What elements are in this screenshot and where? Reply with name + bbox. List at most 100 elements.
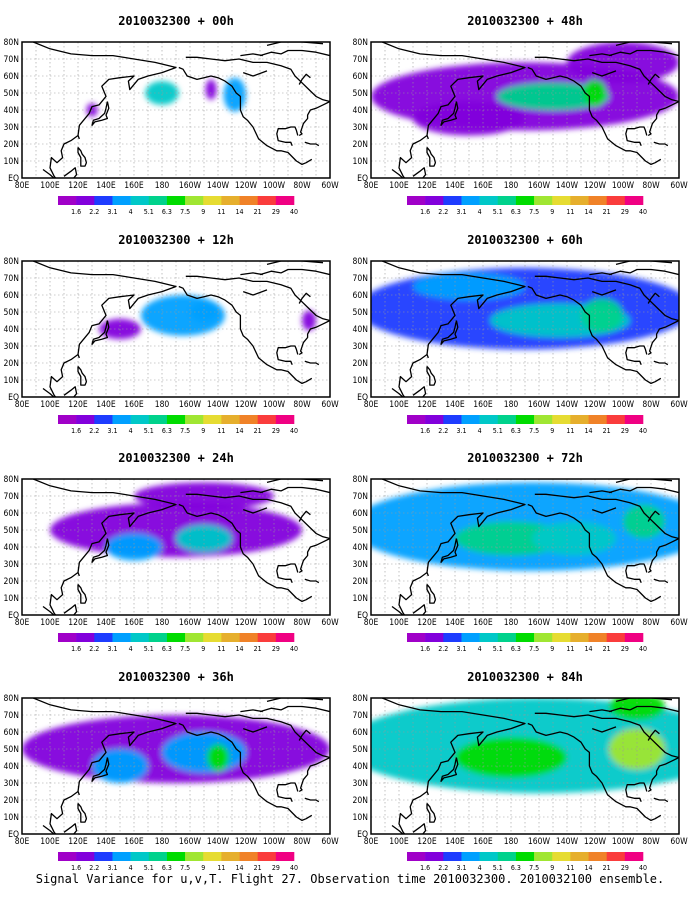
colorbar-segment: [58, 196, 77, 205]
lat-tick-label: 70N: [353, 492, 368, 502]
map-frame: [370, 41, 680, 179]
colorbar-segment: [76, 633, 95, 642]
lat-tick-label: 80N: [4, 475, 19, 485]
lon-tick-label: 160E: [124, 618, 144, 628]
colorbar-segment: [606, 852, 626, 861]
lat-tick-label: 30N: [4, 123, 19, 133]
graticule: [22, 479, 330, 615]
lon-tick-label: 120E: [417, 181, 437, 191]
variance-field: [86, 77, 246, 117]
lon-tick-label: 140W: [556, 400, 579, 410]
lat-tick-label: 20N: [353, 577, 368, 587]
colorbar-label: 5.1: [493, 427, 503, 435]
colorbar-label: 14: [585, 645, 593, 653]
lat-tick-label: 30N: [4, 342, 19, 352]
map-panel: 2010032300 + 00h 80E 100E 120E 140E 160E 180 16…: [4, 14, 340, 216]
colorbar-label: 1.6: [420, 427, 430, 435]
colorbar-segment: [497, 415, 517, 424]
colorbar-segment: [112, 633, 131, 642]
lon-tick-label: 160E: [473, 400, 493, 410]
colorbar-segment: [275, 852, 295, 861]
colorbar-segment: [239, 852, 258, 861]
colorbar-segment: [130, 415, 150, 424]
colorbar-label: 7.5: [529, 864, 539, 872]
lon-tick-label: 100W: [263, 837, 286, 847]
colorbar-segment: [203, 633, 222, 642]
colorbar-label: 1.6: [71, 864, 81, 872]
colorbar: 1.6 2.2 3.1 4 5.1 6.3 7.5 9 11 14 21 29 40: [407, 852, 647, 872]
colorbar-label: 21: [603, 645, 611, 653]
colorbar-segment: [570, 852, 589, 861]
colorbar-segment: [624, 852, 644, 861]
lat-tick-label: 20N: [4, 796, 19, 806]
coastline: [32, 42, 330, 178]
variance-contour: [532, 521, 616, 556]
colorbar-label: 7.5: [180, 427, 190, 435]
lat-tick-label: 30N: [353, 342, 368, 352]
lat-tick-label: 30N: [4, 560, 19, 570]
colorbar-segment: [552, 415, 571, 424]
colorbar-segment: [425, 196, 444, 205]
colorbar-segment: [425, 415, 444, 424]
lat-tick-label: 40N: [4, 325, 19, 335]
colorbar-label: 3.1: [456, 208, 466, 216]
variance-field: [50, 482, 302, 561]
lat-tick-label: 20N: [353, 140, 368, 150]
colorbar-segment: [239, 415, 258, 424]
colorbar-label: 14: [236, 208, 244, 216]
colorbar-segment: [461, 852, 480, 861]
colorbar-label: 2.2: [438, 208, 448, 216]
colorbar-label: 7.5: [529, 645, 539, 653]
colorbar-label: 21: [603, 208, 611, 216]
lat-tick-label: 10N: [4, 157, 19, 167]
colorbar-segment: [407, 852, 426, 861]
colorbar-segment: [570, 196, 589, 205]
colorbar-segment: [257, 852, 277, 861]
colorbar-label: 21: [254, 427, 262, 435]
lat-tick-label: 70N: [353, 55, 368, 65]
lon-tick-label: 100W: [612, 181, 635, 191]
lat-tick-label: 50N: [353, 745, 368, 755]
lon-tick-label: 180: [155, 400, 170, 410]
colorbar-label: 3.1: [456, 864, 466, 872]
colorbar-label: 11: [566, 427, 574, 435]
lon-tick-label: 100E: [40, 400, 60, 410]
colorbar: 1.6 2.2 3.1 4 5.1 6.3 7.5 9 11 14 21 29 40: [58, 633, 298, 653]
lon-tick-label: 160W: [528, 618, 551, 628]
colorbar-segment: [552, 852, 571, 861]
lat-tick-label: EQ: [357, 393, 368, 403]
colorbar-segment: [497, 852, 517, 861]
colorbar-label: 11: [217, 645, 225, 653]
colorbar-label: 4: [129, 645, 133, 653]
colorbar-segment: [461, 415, 480, 424]
lon-tick-label: 80E: [15, 618, 30, 628]
colorbar-segment: [203, 196, 222, 205]
lon-tick-label: 120W: [235, 400, 258, 410]
lat-tick-label: 40N: [4, 762, 19, 772]
map-panel: 2010032300 + 24h 80E 100E 120E 140E 160E 180 16…: [4, 451, 340, 653]
colorbar-label: 6.3: [511, 208, 521, 216]
lon-tick-label: 120W: [235, 181, 258, 191]
colorbar-segment: [606, 415, 626, 424]
colorbar-label: 3.1: [107, 208, 117, 216]
colorbar-label: 11: [566, 645, 574, 653]
lon-tick-label: 60W: [670, 181, 688, 191]
colorbar-segment: [221, 633, 240, 642]
lon-tick-label: 60W: [321, 181, 339, 191]
lat-tick-label: EQ: [357, 830, 368, 840]
colorbar-segment: [239, 196, 258, 205]
map-panel: 2010032300 + 72h 80E 100E 120E 140E 160E 180 16…: [353, 451, 689, 653]
variance-contour: [581, 298, 623, 333]
colorbar-label: 40: [290, 427, 298, 435]
lon-tick-label: 80W: [642, 837, 660, 847]
lat-tick-label: 80N: [4, 38, 19, 48]
lon-tick-label: 100E: [389, 618, 409, 628]
colorbar-segment: [588, 633, 607, 642]
colorbar-label: 6.3: [162, 427, 172, 435]
colorbar-segment: [606, 633, 626, 642]
colorbar-label: 1.6: [71, 645, 81, 653]
lat-tick-label: 50N: [353, 89, 368, 99]
colorbar-segment: [479, 196, 499, 205]
colorbar-label: 21: [254, 864, 262, 872]
colorbar-label: 1.6: [420, 864, 430, 872]
